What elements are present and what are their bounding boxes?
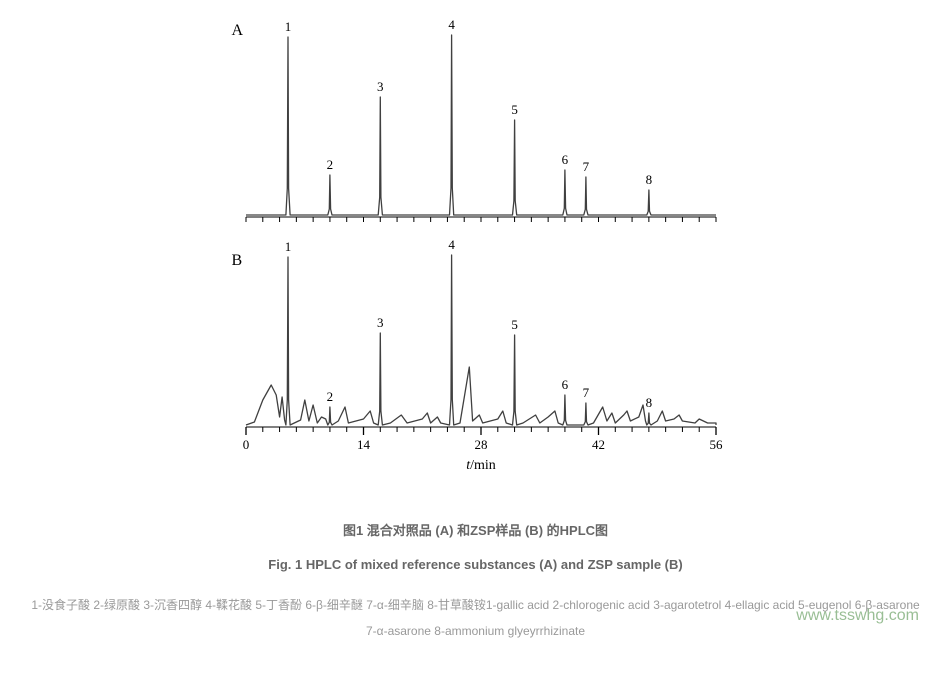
svg-text:7: 7 xyxy=(582,159,589,174)
captions: 图1 混合对照品 (A) 和ZSP样品 (B) 的HPLC图 Fig. 1 HP… xyxy=(20,520,931,645)
svg-text:14: 14 xyxy=(357,437,371,452)
panel-A-svg: 1 2 3 4 5 67 8 xyxy=(236,20,726,240)
panel-B: B 12345678014284256t/min xyxy=(236,250,726,490)
svg-text:1: 1 xyxy=(284,19,291,34)
svg-text:3: 3 xyxy=(377,315,384,330)
watermark: www.tsswhg.com xyxy=(796,607,919,625)
svg-text:2: 2 xyxy=(326,157,333,172)
hplc-figure: A 12345678 B 12345678014284256t/min xyxy=(216,20,736,490)
svg-text:8: 8 xyxy=(645,395,652,410)
svg-text:4: 4 xyxy=(448,17,455,32)
svg-text:0: 0 xyxy=(242,437,249,452)
panel-A-label: A xyxy=(232,22,244,40)
page: A 12345678 B 12345678014284256t/min 图1 混… xyxy=(20,20,931,657)
svg-text:4: 4 xyxy=(448,237,455,252)
svg-text:56: 56 xyxy=(709,437,723,452)
svg-text:1: 1 xyxy=(284,239,291,254)
svg-text:28: 28 xyxy=(474,437,487,452)
panel-A: A 12345678 xyxy=(236,20,726,240)
svg-text:8: 8 xyxy=(645,172,652,187)
svg-text:5: 5 xyxy=(511,102,517,117)
svg-text:7: 7 xyxy=(582,385,589,400)
caption-en: Fig. 1 HPLC of mixed reference substance… xyxy=(20,557,931,572)
panel-B-svg: 12345678014284256t/min xyxy=(236,250,726,490)
caption-cn: 图1 混合对照品 (A) 和ZSP样品 (B) 的HPLC图 xyxy=(20,520,931,539)
svg-text:2: 2 xyxy=(326,389,333,404)
svg-text:5: 5 xyxy=(511,317,517,332)
peak-legend: 1-没食子酸 2-绿原酸 3-沉香四醇 4-鞣花酸 5-丁香酚 6-β-细辛醚 … xyxy=(20,592,931,645)
svg-text:6: 6 xyxy=(561,152,568,167)
svg-text:6: 6 xyxy=(561,377,568,392)
svg-text:3: 3 xyxy=(377,79,384,94)
svg-text:t/min: t/min xyxy=(466,458,496,473)
svg-text:42: 42 xyxy=(592,437,605,452)
panel-B-label: B xyxy=(232,252,243,270)
